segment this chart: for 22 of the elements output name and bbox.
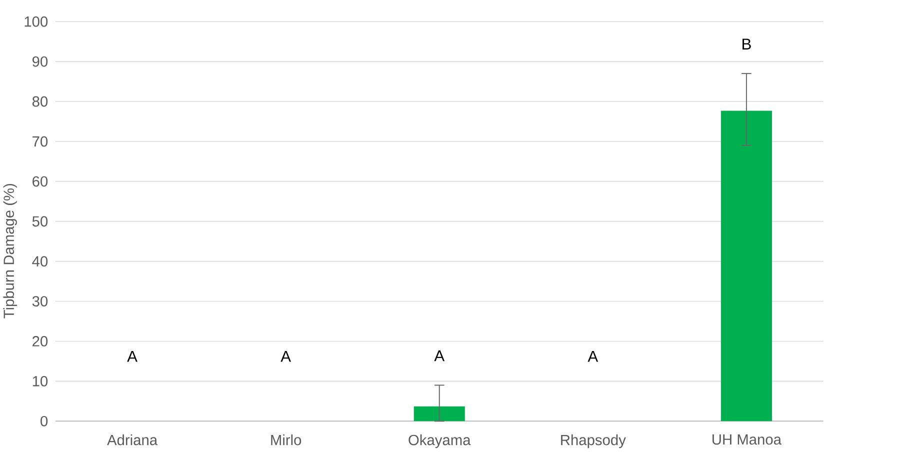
y-tick-label: 90 [32, 56, 48, 67]
y-tick-label: 40 [32, 256, 48, 266]
y-tick-label: 100 [24, 16, 48, 27]
y-tick-label: 0 [40, 416, 48, 426]
x-tick-label: Adriana [107, 434, 158, 446]
annotation: A [280, 350, 292, 362]
x-tick-label: Okayama [408, 434, 471, 448]
y-axis-title: Tipburn Damage (%) [3, 184, 17, 318]
annotation: A [434, 350, 445, 362]
y-tick-label: 60 [32, 176, 48, 186]
y-tick-label: 80 [32, 96, 48, 107]
y-tick-label: 10 [32, 376, 48, 386]
x-tick-label: Mirlo [271, 434, 302, 446]
x-tick-label: UH Manoa [712, 434, 782, 445]
annotation: A [588, 350, 598, 362]
y-tick-label: 30 [32, 296, 48, 306]
y-tick-label: 50 [32, 216, 48, 226]
y-tick-label: 70 [32, 136, 48, 147]
y-tick-label: 20 [32, 336, 48, 346]
annotation: A [127, 350, 138, 362]
annotation: B [742, 38, 751, 50]
x-tick-label: Rhapsody [561, 434, 626, 448]
